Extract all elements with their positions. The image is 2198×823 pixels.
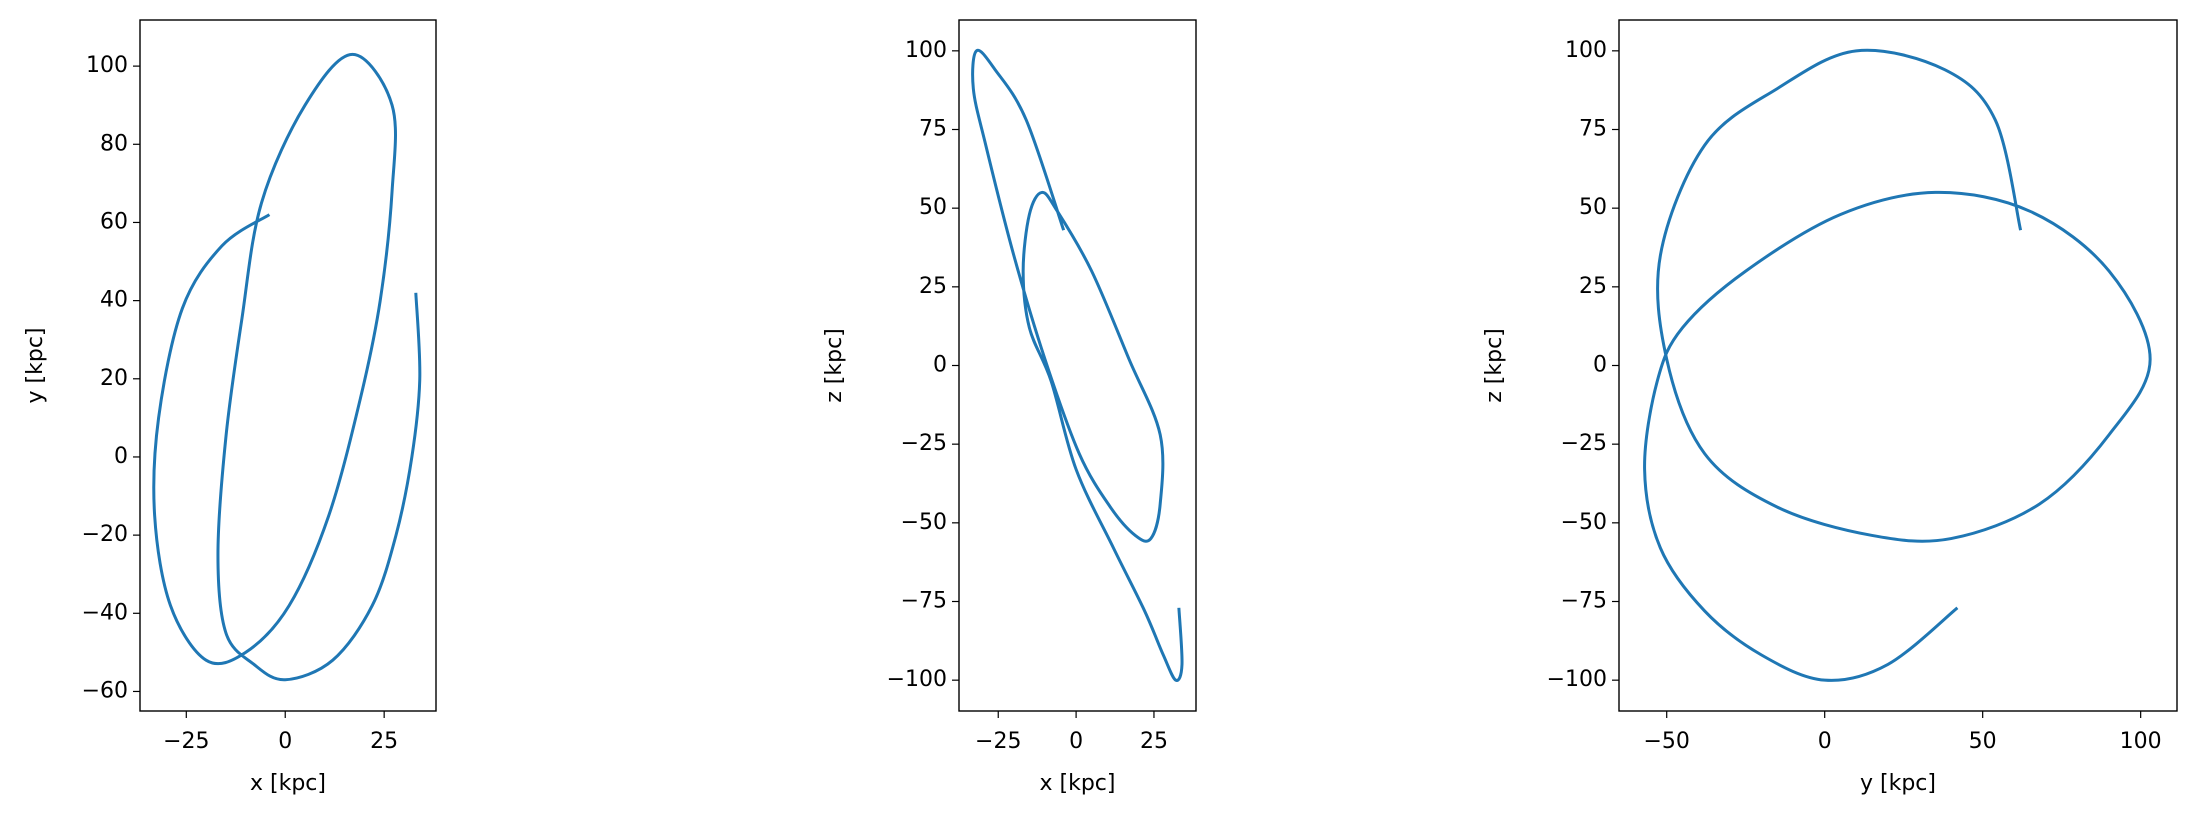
y-tick-label: −25 [1561, 431, 1607, 456]
y-tick-label: 80 [100, 131, 128, 156]
y-tick-label: 0 [114, 444, 128, 469]
x-tick-label: 100 [2120, 729, 2162, 754]
x-tick-label: 25 [1140, 729, 1168, 754]
x-tick-label: 0 [1069, 729, 1083, 754]
subplot: −25 0 25 −100 −75 −50 −25 0 25 50 75 100 x [kpc] z [k… [822, 19, 1197, 796]
x-axis-label: x [kpc] [250, 771, 326, 796]
x-tick-label: 0 [1818, 729, 1832, 754]
orbit-line [152, 52, 422, 682]
y-tick-label: 75 [1579, 117, 1607, 142]
x-tick-label: −50 [1643, 729, 1689, 754]
y-tick-label: −100 [1547, 667, 1607, 692]
x-tick-label: 25 [370, 729, 398, 754]
x-tick-label: −25 [163, 729, 209, 754]
y-tick-label: 25 [919, 274, 947, 299]
y-tick-label: −50 [1561, 510, 1607, 535]
subplot: −25 0 25 −60 −40 −20 0 20 40 60 80 100 x [kpc] y [kpc… [23, 19, 437, 796]
y-tick-label: 75 [919, 117, 947, 142]
y-tick-label: −50 [901, 510, 947, 535]
subplot: −50 0 50 100 −100 −75 −50 −25 0 25 50 75 100 y [kpc] z… [1482, 19, 2178, 796]
y-tick-label: −100 [887, 667, 947, 692]
x-axis-label: x [kpc] [1040, 771, 1116, 796]
y-tick-label: 0 [1593, 353, 1607, 378]
orbit-line [971, 48, 1184, 682]
y-tick-label: −75 [1561, 588, 1607, 613]
y-tick-label: −75 [901, 588, 947, 613]
axes-frame [1618, 19, 2178, 712]
y-tick-label: 40 [100, 288, 128, 313]
y-tick-label: 60 [100, 209, 128, 234]
y-axis-label: z [kpc] [1482, 328, 1507, 403]
orbit-line [1643, 48, 2152, 682]
x-axis-label: y [kpc] [1860, 771, 1936, 796]
x-tick-label: −25 [975, 729, 1021, 754]
y-tick-label: 50 [919, 195, 947, 220]
y-tick-label: −20 [82, 522, 128, 547]
y-tick-label: 0 [933, 353, 947, 378]
axes-frame [139, 19, 437, 712]
y-tick-label: −25 [901, 431, 947, 456]
x-tick-label: 0 [278, 729, 292, 754]
y-tick-label: 100 [1565, 38, 1607, 63]
y-tick-label: 25 [1579, 274, 1607, 299]
axes-frame [958, 19, 1197, 712]
y-axis-label: y [kpc] [23, 328, 48, 404]
y-axis-label: z [kpc] [822, 328, 847, 403]
y-tick-label: −40 [82, 600, 128, 625]
y-tick-label: −60 [82, 678, 128, 703]
y-tick-label: 100 [86, 53, 128, 78]
y-tick-label: 100 [905, 38, 947, 63]
x-tick-label: 50 [1969, 729, 1997, 754]
y-tick-label: 50 [1579, 195, 1607, 220]
y-tick-label: 20 [100, 366, 128, 391]
